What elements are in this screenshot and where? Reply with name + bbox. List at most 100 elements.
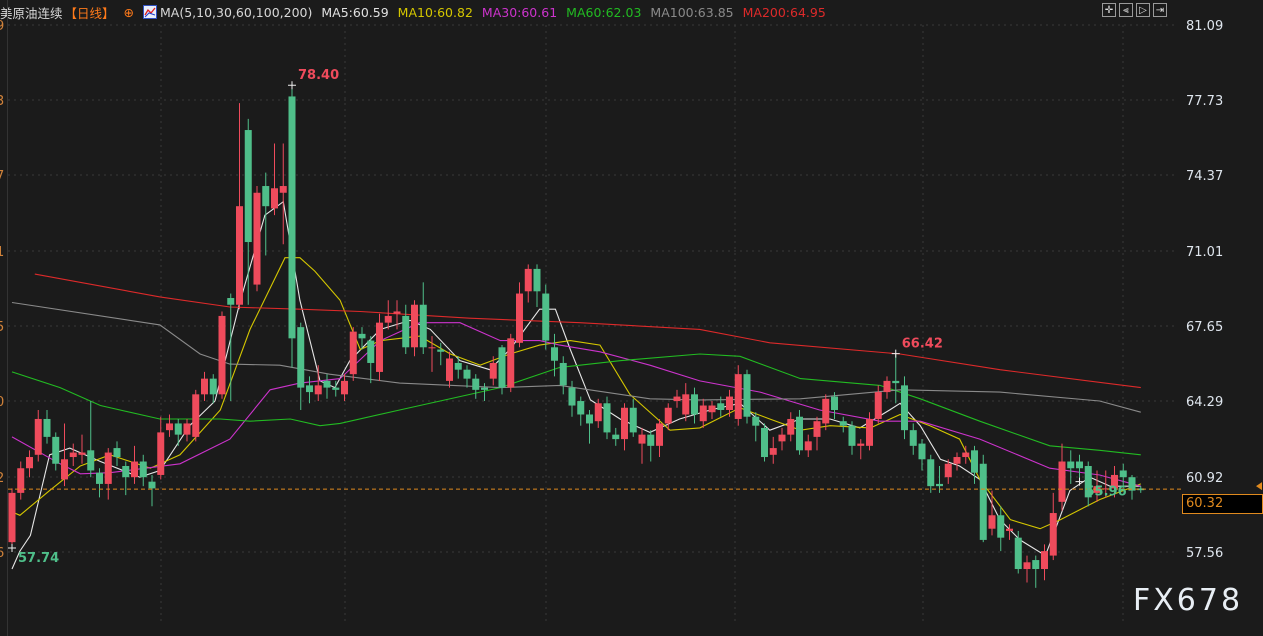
candle-body bbox=[69, 452, 77, 458]
candle-body bbox=[831, 396, 838, 411]
candle bbox=[559, 356, 567, 395]
candle bbox=[384, 300, 392, 330]
candle-body bbox=[962, 452, 970, 458]
candle-body bbox=[516, 293, 523, 343]
candle bbox=[69, 443, 77, 466]
candle bbox=[157, 416, 165, 480]
candle bbox=[1102, 470, 1110, 498]
candle bbox=[927, 454, 935, 493]
candle bbox=[1058, 443, 1066, 511]
candle-body bbox=[944, 463, 952, 478]
candle bbox=[638, 427, 646, 464]
candle bbox=[726, 389, 733, 417]
candle-body bbox=[1058, 461, 1066, 502]
candle-body bbox=[726, 396, 733, 411]
candle-body bbox=[778, 434, 786, 442]
zoom-left-icon[interactable]: ⫷ bbox=[1119, 3, 1133, 17]
chart-header: 美原油连续 【日线】 ⊕ MA(5,10,30,60,100,200) MA5:… bbox=[0, 0, 1100, 24]
ma-line-ma5 bbox=[11, 200, 1141, 570]
ma10-value: MA10:60.82 bbox=[397, 4, 473, 20]
candle bbox=[988, 490, 996, 536]
candle bbox=[358, 327, 366, 350]
candle bbox=[463, 365, 471, 388]
candle bbox=[472, 374, 480, 399]
candle-body bbox=[463, 369, 471, 379]
price-extreme-label: 78.40 bbox=[298, 68, 339, 83]
candle-body bbox=[201, 378, 208, 395]
candle-body bbox=[1032, 560, 1040, 570]
candle bbox=[1014, 530, 1022, 574]
y-tick-label: 71.01 bbox=[1186, 245, 1223, 260]
candle bbox=[892, 353, 900, 404]
candle bbox=[997, 506, 1005, 552]
candle bbox=[953, 452, 961, 471]
ma30-value: MA30:60.61 bbox=[481, 4, 558, 20]
candle bbox=[874, 385, 882, 424]
candle bbox=[769, 436, 777, 464]
price-extreme-label: 55.96 bbox=[1086, 485, 1127, 500]
y-tick-label: 77.73 bbox=[1186, 94, 1223, 109]
candle-body bbox=[673, 396, 681, 402]
candle bbox=[936, 465, 943, 493]
candle-body bbox=[34, 418, 42, 455]
candle-body bbox=[122, 465, 130, 478]
candle bbox=[113, 441, 121, 466]
candle-body bbox=[804, 441, 812, 451]
candle bbox=[533, 264, 541, 307]
candle-body bbox=[104, 452, 112, 484]
left-y-tick-label: 6 bbox=[0, 546, 4, 561]
candle bbox=[752, 412, 760, 442]
candle-body bbox=[384, 315, 392, 323]
jump-to-end-icon[interactable]: ⇥ bbox=[1153, 3, 1167, 17]
candle-body bbox=[236, 206, 243, 305]
candle bbox=[901, 376, 908, 440]
candle-body bbox=[761, 427, 768, 458]
candle-body bbox=[822, 398, 830, 424]
candle bbox=[839, 416, 847, 433]
current-price-label: 60.32 bbox=[1182, 494, 1263, 514]
candle bbox=[883, 376, 891, 399]
candle bbox=[17, 461, 25, 500]
candle bbox=[1076, 454, 1083, 482]
candle bbox=[761, 423, 768, 462]
candle-body bbox=[489, 362, 497, 379]
candle-body bbox=[656, 423, 663, 446]
candle bbox=[1041, 544, 1048, 581]
candle bbox=[551, 333, 558, 377]
candle-body bbox=[708, 405, 716, 413]
candle-body bbox=[752, 416, 760, 426]
play-icon[interactable]: ▷ bbox=[1136, 3, 1150, 17]
candle bbox=[787, 412, 795, 442]
period-selector[interactable]: 【日线】 bbox=[64, 5, 115, 21]
left-y-tick-label: 7 bbox=[0, 169, 4, 184]
candle bbox=[306, 376, 313, 404]
candle bbox=[332, 380, 340, 397]
candle-body bbox=[113, 448, 121, 458]
candle bbox=[909, 423, 917, 455]
candle-body bbox=[979, 463, 987, 540]
candle-body bbox=[577, 401, 585, 415]
candle-body bbox=[971, 450, 978, 473]
candle-body bbox=[542, 293, 550, 341]
candle bbox=[489, 356, 497, 386]
candle-body bbox=[341, 380, 348, 395]
ma-line-ma60 bbox=[11, 353, 1141, 456]
crosshair-circle-icon[interactable]: ⊕ bbox=[123, 4, 135, 20]
move-crosshair-icon[interactable]: ✛ bbox=[1102, 3, 1116, 17]
candle-body bbox=[883, 380, 891, 393]
indicator-chart-icon[interactable] bbox=[143, 5, 158, 19]
candle bbox=[271, 143, 278, 216]
candle-body bbox=[848, 425, 856, 446]
candle bbox=[979, 454, 987, 543]
candle bbox=[192, 389, 200, 442]
candle bbox=[647, 430, 655, 462]
candle-body bbox=[166, 423, 173, 431]
candle-body bbox=[936, 483, 943, 487]
candle-body bbox=[507, 338, 515, 388]
candle bbox=[524, 264, 532, 303]
ma-params[interactable]: MA(5,10,30,60,100,200) bbox=[160, 4, 313, 20]
candle-body bbox=[446, 358, 453, 381]
candle-body bbox=[1084, 465, 1092, 498]
left-y-tick-label: 3 bbox=[0, 94, 4, 109]
